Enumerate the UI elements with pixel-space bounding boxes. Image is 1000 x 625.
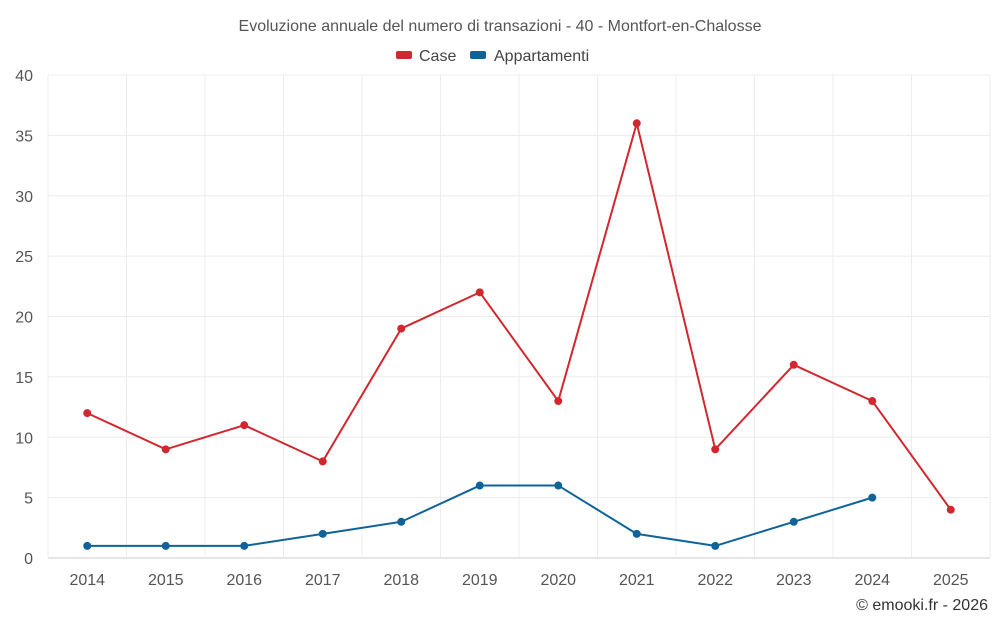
data-point-case-2020[interactable] [554,397,563,406]
legend-label-case: Case [419,48,456,65]
y-axis: 0 5 10 15 20 25 30 35 40 [15,68,33,568]
data-point-case-2021[interactable] [632,119,641,128]
data-point-appartamenti-2022[interactable] [711,541,720,550]
x-tick-label: 2016 [226,572,262,589]
x-tick-label: 2024 [854,572,890,589]
data-point-case-2022[interactable] [711,445,720,454]
legend-label-appartamenti: Appartamenti [494,48,589,65]
y-tick-label: 0 [24,551,33,568]
data-point-case-2015[interactable] [161,445,170,454]
x-tick-label: 2021 [619,572,655,589]
legend-swatch-appartamenti [470,51,486,59]
y-tick-label: 25 [15,249,33,266]
data-point-appartamenti-2020[interactable] [554,481,563,490]
data-point-case-2014[interactable] [83,409,92,418]
x-tick-label: 2018 [383,572,419,589]
data-point-appartamenti-2019[interactable] [475,481,484,490]
data-point-case-2024[interactable] [868,397,877,406]
data-point-case-2023[interactable] [789,360,798,369]
series-layer [83,119,955,550]
x-tick-label: 2025 [933,572,969,589]
data-point-appartamenti-2014[interactable] [83,541,92,550]
data-point-case-2019[interactable] [475,288,484,297]
data-point-case-2016[interactable] [240,421,249,430]
x-tick-label: 2020 [540,572,576,589]
legend: Case Appartamenti [396,48,589,65]
y-tick-label: 10 [15,430,33,447]
data-point-appartamenti-2023[interactable] [789,517,798,526]
x-tick-label: 2019 [462,572,498,589]
data-point-appartamenti-2021[interactable] [632,529,641,538]
data-point-case-2025[interactable] [946,505,955,514]
credit-text: © emooki.fr - 2026 [856,597,988,614]
data-point-appartamenti-2015[interactable] [161,541,170,550]
data-point-appartamenti-2018[interactable] [397,517,406,526]
y-tick-label: 15 [15,370,33,387]
y-tick-label: 20 [15,310,33,327]
x-tick-label: 2017 [305,572,341,589]
legend-swatch-case [396,51,412,59]
x-tick-label: 2023 [776,572,812,589]
y-tick-label: 35 [15,128,33,145]
gridlines [47,74,991,559]
x-tick-label: 2015 [148,572,184,589]
series-line-case [86,122,952,511]
x-axis: 2014 2015 2016 2017 2018 2019 2020 2021 2022 2023… [69,572,968,589]
y-tick-label: 30 [15,189,33,206]
data-point-appartamenti-2017[interactable] [318,529,327,538]
data-point-case-2018[interactable] [397,324,406,333]
legend-item-appartamenti[interactable]: Appartamenti [470,48,589,65]
y-tick-label: 40 [15,68,33,85]
data-point-case-2017[interactable] [318,457,327,466]
data-point-appartamenti-2016[interactable] [240,541,249,550]
x-tick-label: 2014 [69,572,105,589]
y-tick-label: 5 [24,491,33,508]
legend-item-case[interactable]: Case [396,48,456,65]
data-point-appartamenti-2024[interactable] [868,493,877,502]
chart-title: Evoluzione annuale del numero di transaz… [239,18,762,35]
x-tick-label: 2022 [697,572,733,589]
